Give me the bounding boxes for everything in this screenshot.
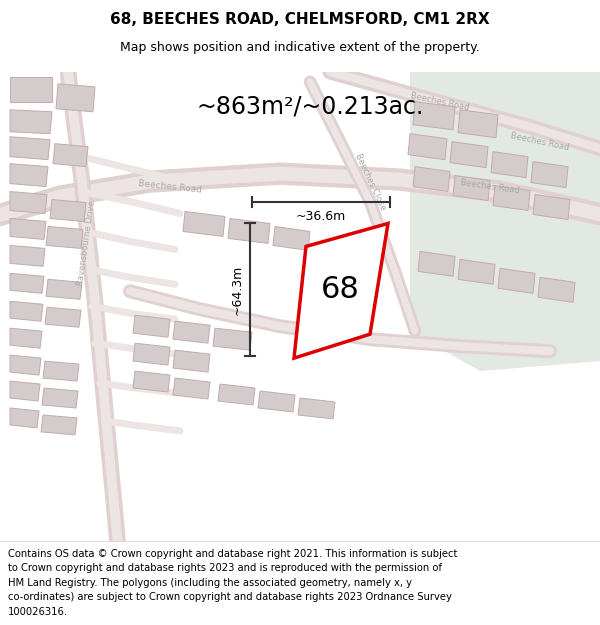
Text: Beeches Road: Beeches Road xyxy=(138,179,202,194)
Polygon shape xyxy=(42,388,78,408)
Polygon shape xyxy=(413,102,455,130)
Polygon shape xyxy=(413,167,450,191)
Polygon shape xyxy=(133,371,170,392)
Text: Beeches Road: Beeches Road xyxy=(410,91,470,112)
Polygon shape xyxy=(418,251,455,276)
Polygon shape xyxy=(10,219,46,239)
Polygon shape xyxy=(408,134,447,159)
Polygon shape xyxy=(273,226,310,251)
Text: Beeches Road: Beeches Road xyxy=(460,178,520,195)
Polygon shape xyxy=(213,328,252,350)
Text: ~64.3m: ~64.3m xyxy=(230,264,244,315)
Polygon shape xyxy=(46,279,82,299)
Text: to Crown copyright and database rights 2023 and is reproduced with the permissio: to Crown copyright and database rights 2… xyxy=(8,563,442,573)
Polygon shape xyxy=(183,211,225,236)
Polygon shape xyxy=(10,273,44,293)
Polygon shape xyxy=(50,199,86,221)
Polygon shape xyxy=(41,415,77,435)
Polygon shape xyxy=(10,301,43,321)
Polygon shape xyxy=(173,321,210,343)
Polygon shape xyxy=(10,328,42,348)
Polygon shape xyxy=(10,110,52,134)
Polygon shape xyxy=(173,378,210,399)
Polygon shape xyxy=(533,194,570,219)
Text: 68: 68 xyxy=(320,275,359,304)
Text: HM Land Registry. The polygons (including the associated geometry, namely x, y: HM Land Registry. The polygons (includin… xyxy=(8,578,412,587)
Polygon shape xyxy=(10,408,39,428)
Polygon shape xyxy=(458,110,498,138)
Text: ~36.6m: ~36.6m xyxy=(296,210,346,223)
Polygon shape xyxy=(491,152,528,178)
Text: 100026316.: 100026316. xyxy=(8,607,68,617)
Polygon shape xyxy=(453,176,490,201)
Polygon shape xyxy=(458,259,495,284)
Polygon shape xyxy=(531,162,568,188)
Text: Ravensbourne Drive: Ravensbourne Drive xyxy=(77,200,97,287)
Polygon shape xyxy=(228,219,270,243)
Polygon shape xyxy=(45,308,81,328)
Polygon shape xyxy=(10,246,45,266)
Polygon shape xyxy=(10,191,47,214)
Text: Beeches Close: Beeches Close xyxy=(353,152,387,211)
Text: Contains OS data © Crown copyright and database right 2021. This information is : Contains OS data © Crown copyright and d… xyxy=(8,549,457,559)
Polygon shape xyxy=(538,278,575,302)
Polygon shape xyxy=(298,398,335,419)
Polygon shape xyxy=(498,268,535,293)
Polygon shape xyxy=(46,226,83,248)
Polygon shape xyxy=(10,77,52,102)
Text: Beeches Road: Beeches Road xyxy=(510,131,570,152)
Polygon shape xyxy=(294,224,388,358)
Polygon shape xyxy=(53,144,88,167)
Text: 68, BEECHES ROAD, CHELMSFORD, CM1 2RX: 68, BEECHES ROAD, CHELMSFORD, CM1 2RX xyxy=(110,12,490,28)
Polygon shape xyxy=(218,384,255,405)
Text: Map shows position and indicative extent of the property.: Map shows position and indicative extent… xyxy=(120,41,480,54)
Polygon shape xyxy=(258,391,295,412)
Polygon shape xyxy=(10,137,50,159)
Text: ~863m²/~0.213ac.: ~863m²/~0.213ac. xyxy=(196,95,424,119)
Polygon shape xyxy=(173,350,210,372)
Polygon shape xyxy=(493,186,530,211)
Polygon shape xyxy=(10,381,40,401)
Polygon shape xyxy=(10,164,48,187)
Polygon shape xyxy=(133,343,170,365)
Polygon shape xyxy=(450,142,488,168)
Polygon shape xyxy=(10,355,41,375)
Polygon shape xyxy=(133,315,170,337)
Polygon shape xyxy=(43,361,79,381)
Polygon shape xyxy=(56,84,95,112)
Text: co-ordinates) are subject to Crown copyright and database rights 2023 Ordnance S: co-ordinates) are subject to Crown copyr… xyxy=(8,592,452,602)
Polygon shape xyxy=(410,72,600,371)
